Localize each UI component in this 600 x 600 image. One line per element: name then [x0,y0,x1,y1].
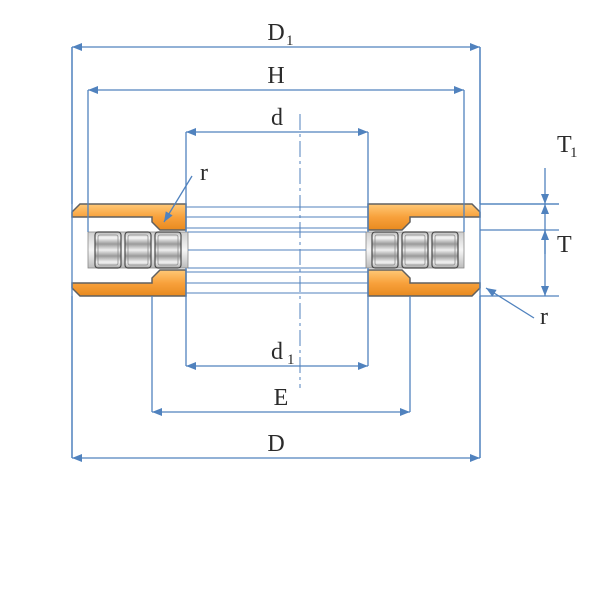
dim-label-d1: d [271,339,283,365]
dim-label-d1-sub: 1 [287,352,295,368]
roller [125,232,151,268]
dim-label-r_top: r [200,160,208,186]
roller [95,232,121,268]
dim-label-T: T [557,232,572,258]
roller [402,232,428,268]
dim-label-E: E [274,385,289,411]
roller [372,232,398,268]
roller [155,232,181,268]
race-half [368,204,480,230]
race-half [72,270,186,296]
dim-label-H: H [267,63,284,89]
dim-label-r_bot: r [540,304,548,330]
dim-label-d: d [271,105,283,131]
roller [432,232,458,268]
dim-label-D1: D [267,20,284,46]
race-half [368,270,480,296]
dim-label-T1-sub: 1 [570,145,578,161]
dim-label-D: D [267,431,284,457]
dim-label-D1-sub: 1 [286,33,294,49]
